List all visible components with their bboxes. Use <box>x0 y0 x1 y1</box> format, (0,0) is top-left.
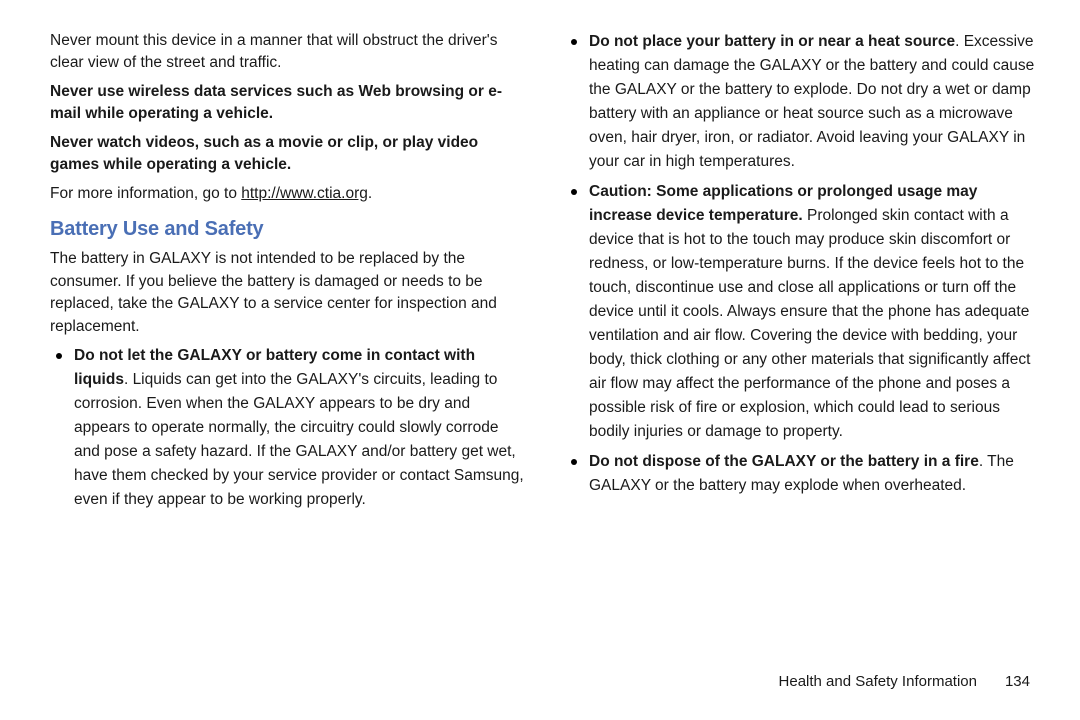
right-column: Do not place your battery in or near a h… <box>565 30 1040 650</box>
bullet-liquids-text: . Liquids can get into the GALAXY's circ… <box>74 371 524 508</box>
page-footer: Health and Safety Information 134 <box>779 673 1030 690</box>
section-heading-battery: Battery Use and Safety <box>50 215 525 244</box>
footer-page-number: 134 <box>1005 673 1030 690</box>
bullet-heat-bold: Do not place your battery in or near a h… <box>589 33 955 50</box>
paragraph-mount-warning: Never mount this device in a manner that… <box>50 30 525 75</box>
more-info-post: . <box>368 185 372 202</box>
ctia-link[interactable]: http://www.ctia.org <box>241 185 368 202</box>
right-bullet-list: Do not place your battery in or near a h… <box>565 30 1040 498</box>
bullet-heat-source: Do not place your battery in or near a h… <box>565 30 1040 174</box>
bullet-temperature-caution: Caution: Some applications or prolonged … <box>565 180 1040 444</box>
more-info-pre: For more information, go to <box>50 185 241 202</box>
footer-section-title: Health and Safety Information <box>779 673 977 690</box>
bullet-temp-text: Prolonged skin contact with a device tha… <box>589 207 1030 440</box>
paragraph-wireless-warning: Never use wireless data services such as… <box>50 81 525 126</box>
left-column: Never mount this device in a manner that… <box>50 30 525 650</box>
bullet-heat-text: . Excessive heating can damage the GALAX… <box>589 33 1034 170</box>
bullet-fire-dispose: Do not dispose of the GALAXY or the batt… <box>565 450 1040 498</box>
paragraph-more-info: For more information, go to http://www.c… <box>50 183 525 205</box>
bullet-fire-bold: Do not dispose of the GALAXY or the batt… <box>589 453 979 470</box>
two-column-layout: Never mount this device in a manner that… <box>50 30 1040 650</box>
manual-page: Never mount this device in a manner that… <box>0 0 1080 720</box>
bullet-liquids: Do not let the GALAXY or battery come in… <box>50 344 525 512</box>
left-bullet-list: Do not let the GALAXY or battery come in… <box>50 344 525 512</box>
paragraph-video-warning: Never watch videos, such as a movie or c… <box>50 132 525 177</box>
battery-intro: The battery in GALAXY is not intended to… <box>50 248 525 338</box>
